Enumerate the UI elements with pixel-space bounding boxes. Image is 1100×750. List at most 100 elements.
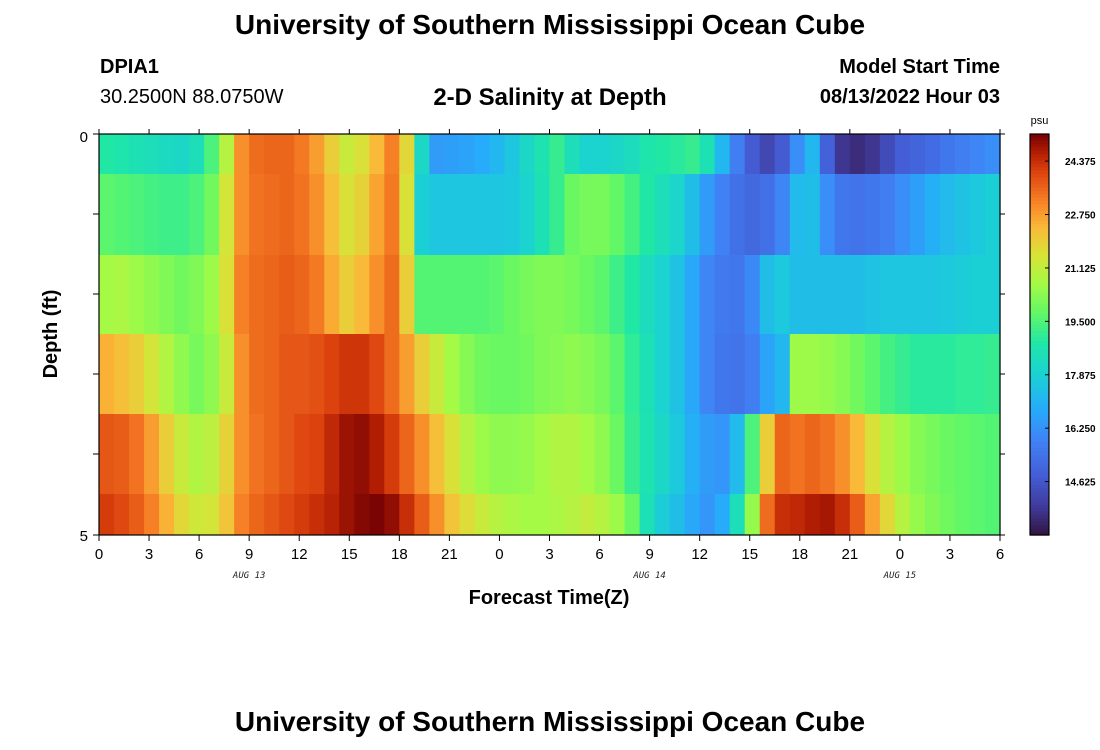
x-tick-label: 0 bbox=[495, 546, 503, 563]
heatmap-cell bbox=[924, 134, 941, 175]
heatmap-cell bbox=[564, 255, 581, 335]
colorbar-segment bbox=[1030, 394, 1049, 399]
heatmap-cell bbox=[954, 134, 971, 175]
heatmap-cell bbox=[204, 174, 220, 256]
heatmap-cell bbox=[654, 134, 671, 175]
heatmap-cell bbox=[339, 494, 355, 536]
heatmap-cell bbox=[879, 134, 896, 175]
colorbar-segment bbox=[1030, 284, 1049, 289]
heatmap-cell bbox=[609, 255, 626, 335]
heatmap-cell bbox=[714, 255, 731, 335]
heatmap-cell bbox=[504, 414, 521, 495]
colorbar-segment bbox=[1030, 200, 1049, 205]
colorbar-segment bbox=[1030, 514, 1049, 519]
heatmap-cell bbox=[684, 414, 701, 495]
heatmap-cell bbox=[774, 414, 791, 495]
colorbar-segment bbox=[1030, 444, 1049, 449]
heatmap-cell bbox=[729, 334, 746, 415]
heatmap-cell bbox=[174, 174, 190, 256]
heatmap-cell bbox=[864, 134, 881, 175]
heatmap-cell bbox=[204, 134, 220, 175]
heatmap-cell bbox=[444, 134, 460, 175]
heatmap-cell bbox=[114, 334, 130, 415]
heatmap-cell bbox=[264, 414, 280, 495]
colorbar-segment bbox=[1030, 311, 1049, 316]
heatmap-cell bbox=[264, 174, 280, 256]
colorbar-segment bbox=[1030, 494, 1049, 499]
x-tick-label: 0 bbox=[95, 546, 103, 563]
heatmap-cell bbox=[789, 174, 806, 256]
heatmap-cell bbox=[699, 134, 716, 175]
colorbar-segment bbox=[1030, 387, 1049, 392]
heatmap-cell bbox=[819, 334, 836, 415]
heatmap-cell bbox=[834, 134, 851, 175]
colorbar-segment bbox=[1030, 220, 1049, 225]
heatmap-cell bbox=[849, 494, 866, 536]
heatmap-cell bbox=[864, 494, 881, 536]
heatmap-cell bbox=[294, 494, 310, 536]
x-tick-label: 15 bbox=[741, 546, 758, 563]
heatmap-cell bbox=[414, 494, 430, 536]
colorbar-segment bbox=[1030, 244, 1049, 249]
colorbar-segment bbox=[1030, 438, 1049, 443]
heatmap-cell bbox=[789, 255, 806, 335]
heatmap-cells bbox=[99, 134, 1001, 536]
heatmap-cell bbox=[624, 174, 641, 256]
heatmap-cell bbox=[354, 334, 370, 415]
heatmap-cell bbox=[219, 134, 235, 175]
colorbar-segment bbox=[1030, 314, 1049, 319]
colorbar-segment bbox=[1030, 428, 1049, 433]
heatmap-cell bbox=[714, 334, 731, 415]
colorbar-segment bbox=[1030, 327, 1049, 332]
heatmap-cell bbox=[699, 334, 716, 415]
heatmap-cell bbox=[459, 414, 476, 495]
heatmap-cell bbox=[144, 134, 160, 175]
colorbar-segment bbox=[1030, 321, 1049, 326]
colorbar-segment bbox=[1030, 521, 1049, 526]
heatmap-cell bbox=[114, 255, 130, 335]
heatmap-cell bbox=[249, 414, 265, 495]
colorbar-segment bbox=[1030, 458, 1049, 463]
heatmap-cell bbox=[984, 334, 1001, 415]
heatmap-cell bbox=[774, 334, 791, 415]
heatmap-cell bbox=[444, 334, 460, 415]
heatmap-cell bbox=[279, 134, 295, 175]
heatmap-cell bbox=[804, 334, 821, 415]
heatmap-cell bbox=[894, 174, 911, 256]
heatmap-cell bbox=[639, 134, 656, 175]
colorbar-segment bbox=[1030, 184, 1049, 189]
colorbar-segment bbox=[1030, 361, 1049, 366]
heatmap-cell bbox=[429, 334, 445, 415]
heatmap-cell bbox=[324, 174, 340, 256]
heatmap-cell bbox=[399, 255, 415, 335]
colorbar-segment bbox=[1030, 397, 1049, 402]
colorbar-segment bbox=[1030, 190, 1049, 195]
heatmap-cell bbox=[144, 174, 160, 256]
colorbar-segment bbox=[1030, 157, 1049, 162]
heatmap-cell bbox=[954, 334, 971, 415]
heatmap-cell bbox=[99, 414, 115, 495]
heatmap-cell bbox=[159, 134, 175, 175]
heatmap-cell bbox=[939, 255, 956, 335]
heatmap-cell bbox=[444, 255, 460, 335]
heatmap-cell bbox=[729, 255, 746, 335]
heatmap-cell bbox=[879, 255, 896, 335]
heatmap-cell bbox=[969, 134, 986, 175]
y-axis-title: Depth (ft) bbox=[40, 290, 62, 379]
heatmap-cell bbox=[879, 174, 896, 256]
heatmap-cell bbox=[624, 414, 641, 495]
heatmap-cell bbox=[189, 414, 205, 495]
heatmap-cell bbox=[519, 494, 536, 536]
heatmap-cell bbox=[624, 255, 641, 335]
heatmap-cell bbox=[174, 134, 190, 175]
heatmap-cell bbox=[579, 494, 596, 536]
heatmap-cell bbox=[684, 174, 701, 256]
colorbar-tick-label: 14.625 bbox=[1065, 478, 1096, 489]
heatmap-cell bbox=[924, 414, 941, 495]
heatmap-cell bbox=[399, 334, 415, 415]
colorbar-segment bbox=[1030, 134, 1049, 138]
x-tick-label: 21 bbox=[841, 546, 858, 563]
heatmap-cell bbox=[309, 174, 325, 256]
heatmap-cell bbox=[564, 134, 581, 175]
heatmap-cell bbox=[114, 414, 130, 495]
